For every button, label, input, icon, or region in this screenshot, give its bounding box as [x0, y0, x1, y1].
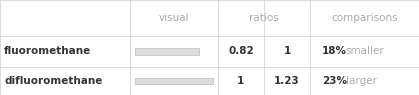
Text: difluoromethane: difluoromethane: [4, 76, 103, 86]
Text: 1: 1: [283, 46, 291, 56]
Text: 0.82: 0.82: [228, 46, 254, 56]
Text: ratios: ratios: [249, 13, 279, 23]
Text: 1: 1: [237, 76, 245, 86]
Text: visual: visual: [158, 13, 189, 23]
Text: 1.23: 1.23: [274, 76, 300, 86]
Text: 23%: 23%: [322, 76, 347, 86]
Text: 18%: 18%: [322, 46, 347, 56]
FancyBboxPatch shape: [135, 48, 199, 55]
Text: comparisons: comparisons: [331, 13, 398, 23]
Text: larger: larger: [346, 76, 377, 86]
Text: fluoromethane: fluoromethane: [4, 46, 91, 56]
Text: smaller: smaller: [346, 46, 384, 56]
FancyBboxPatch shape: [135, 78, 213, 84]
